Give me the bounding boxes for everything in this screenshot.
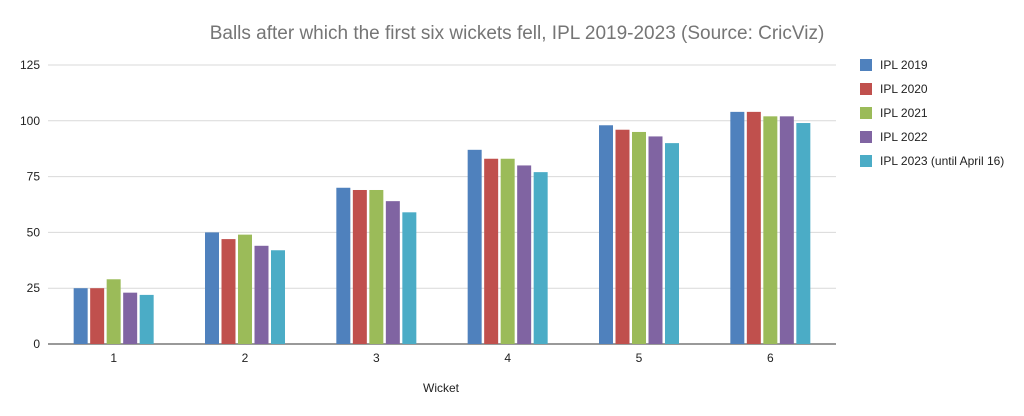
bar xyxy=(796,123,811,344)
bar xyxy=(221,239,236,344)
bar xyxy=(352,189,367,344)
legend-swatch xyxy=(860,131,872,143)
bar xyxy=(533,172,548,344)
y-tick-label: 100 xyxy=(20,114,40,128)
bar xyxy=(369,189,384,344)
bar xyxy=(205,232,219,344)
bar xyxy=(779,116,794,344)
legend-swatch xyxy=(860,155,872,167)
bar xyxy=(402,212,417,344)
bar xyxy=(139,294,154,344)
bar xyxy=(254,245,269,344)
x-tick-label: 6 xyxy=(767,351,774,365)
x-axis-ticks: 1 2 3 4 5 6 xyxy=(110,351,774,365)
bar xyxy=(106,279,121,344)
legend: IPL 2019 IPL 2020 IPL 2021 IPL 2022 IPL 2023… xyxy=(860,58,1004,168)
legend-label: IPL 2019 xyxy=(880,58,928,72)
x-axis-label: Wicket xyxy=(423,381,460,395)
x-tick-label: 2 xyxy=(242,351,249,365)
bar xyxy=(73,288,88,344)
bar xyxy=(517,165,532,344)
bars xyxy=(73,111,811,344)
x-tick-label: 5 xyxy=(636,351,643,365)
bar xyxy=(632,131,646,344)
bar xyxy=(123,292,138,344)
y-tick-label: 50 xyxy=(27,225,41,239)
bar xyxy=(336,187,351,344)
bar xyxy=(615,129,630,344)
legend-label: IPL 2021 xyxy=(880,106,928,120)
legend-label: IPL 2023 (until April 16) xyxy=(880,154,1004,168)
bar xyxy=(665,143,679,344)
x-tick-label: 3 xyxy=(373,351,380,365)
legend-label: IPL 2020 xyxy=(880,82,928,96)
y-tick-label: 75 xyxy=(27,170,41,184)
bar xyxy=(90,288,105,344)
chart-title: Balls after which the first six wickets … xyxy=(210,23,825,44)
y-tick-label: 125 xyxy=(20,58,40,72)
bar xyxy=(648,136,663,344)
y-axis-ticks: 0 25 50 75 100 125 xyxy=(20,58,40,351)
legend-swatch xyxy=(860,107,872,119)
y-tick-label: 25 xyxy=(27,281,41,295)
bar xyxy=(763,116,778,344)
bar xyxy=(271,250,285,344)
legend-swatch xyxy=(860,59,872,71)
bar xyxy=(467,149,482,344)
bar xyxy=(385,201,400,344)
gridlines xyxy=(48,64,836,345)
legend-swatch xyxy=(860,83,872,95)
bar xyxy=(500,158,515,344)
bar xyxy=(730,111,745,344)
legend-label: IPL 2022 xyxy=(880,130,928,144)
x-tick-label: 4 xyxy=(504,351,511,365)
bar xyxy=(484,158,499,344)
bar xyxy=(746,111,761,344)
bar xyxy=(599,125,613,344)
bar xyxy=(238,234,252,344)
y-tick-label: 0 xyxy=(33,337,40,351)
x-tick-label: 1 xyxy=(110,351,117,365)
